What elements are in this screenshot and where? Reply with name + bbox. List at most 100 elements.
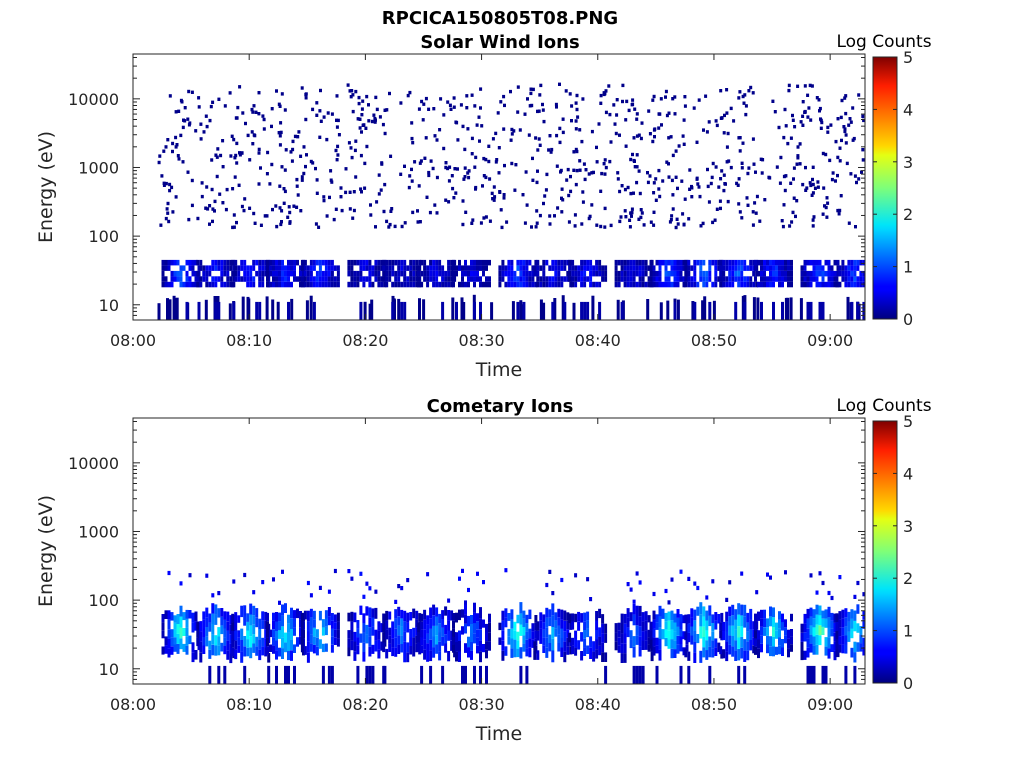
spectrogram-cell (667, 270, 671, 277)
spectrogram-cell (545, 647, 549, 658)
spectrogram-cell (182, 281, 186, 288)
spectrogram-cell (693, 631, 697, 642)
spectrogram-cell (800, 270, 804, 277)
spectrogram-cell (580, 613, 584, 623)
spectrogram-cell (553, 298, 557, 320)
spectrogram-cell (820, 120, 824, 125)
spectrogram-cell (592, 641, 596, 652)
spectrogram-cell (630, 214, 633, 218)
spectrogram-cell (516, 276, 520, 282)
spectrogram-cell (682, 631, 686, 640)
spectrogram-cell (804, 165, 807, 170)
spectrogram-cell (200, 181, 204, 185)
spectrogram-cell (423, 276, 427, 282)
spectrogram-cell (638, 259, 642, 266)
spectrogram-cell (266, 637, 269, 647)
spectrogram-cell (240, 276, 244, 282)
spectrogram-cell (423, 629, 427, 640)
spectrogram-cell (257, 112, 261, 116)
spectrogram-cell (682, 222, 686, 226)
spectrogram-cell (560, 638, 564, 648)
solar-wind-y-axis-label: Energy (eV) (35, 131, 57, 243)
spectrogram-cell (825, 215, 829, 219)
spectrogram-cell (657, 187, 661, 191)
spectrogram-cell (580, 276, 584, 282)
spectrogram-cell (360, 113, 364, 117)
spectrogram-cell (490, 191, 494, 196)
spectrogram-cell (754, 259, 757, 266)
spectrogram-cell (722, 265, 726, 271)
spectrogram-cell (371, 617, 375, 627)
spectrogram-cell (481, 184, 484, 188)
spectrogram-cell (667, 259, 671, 266)
spectrogram-cell (577, 265, 581, 271)
spectrogram-cell (369, 203, 372, 207)
spectrogram-cell (801, 114, 805, 118)
spectrogram-cell (175, 143, 179, 147)
spectrogram-cell (199, 652, 203, 663)
spectrogram-cell (330, 180, 334, 184)
spectrogram-cell (312, 301, 316, 320)
spectrogram-cell (818, 571, 822, 576)
spectrogram-cell (208, 640, 212, 650)
spectrogram-cell (223, 611, 227, 620)
spectrogram-cell (548, 643, 552, 652)
spectrogram-cell (830, 612, 834, 621)
spectrogram-cell (528, 276, 532, 282)
spectrogram-cell (350, 155, 354, 160)
spectrogram-cell (202, 611, 206, 620)
spectrogram-cell (417, 265, 421, 271)
spectrogram-cell (293, 644, 296, 653)
spectrogram-cell (221, 139, 225, 143)
spectrogram-cell (595, 611, 599, 621)
spectrogram-cell (263, 214, 267, 218)
spectrogram-cell (270, 107, 274, 111)
spectrogram-cell (309, 270, 313, 277)
spectrogram-cell (529, 91, 533, 96)
spectrogram-cell (675, 217, 679, 221)
spectrogram-cell (571, 646, 575, 655)
spectrogram-cell (327, 276, 331, 282)
spectrogram-cell (522, 618, 526, 627)
spectrogram-cell (536, 265, 540, 271)
spectrogram-cell (525, 259, 529, 266)
spectrogram-cell (835, 630, 839, 640)
spectrogram-cell (182, 628, 186, 636)
spectrogram-cell (714, 265, 718, 271)
spectrogram-cell (661, 608, 665, 619)
spectrogram-cell (159, 223, 163, 227)
spectrogram-cell (749, 281, 753, 288)
spectrogram-cell (406, 578, 410, 583)
spectrogram-cell (416, 209, 419, 213)
spectrogram-cell (728, 259, 732, 266)
spectrogram-cell (464, 281, 467, 288)
cometary-y-axis-label: Energy (eV) (35, 495, 57, 607)
spectrogram-cell (202, 265, 206, 271)
spectrogram-cell (778, 259, 781, 266)
spectrogram-cell (406, 612, 410, 623)
spectrogram-cell (306, 270, 310, 277)
spectrogram-cell (296, 276, 299, 282)
spectrogram-cell (266, 270, 269, 277)
spectrogram-cell (237, 276, 241, 282)
spectrogram-cell (584, 168, 588, 172)
spectrogram-cell (673, 265, 677, 271)
spectrogram-cell (406, 652, 410, 663)
spectrogram-cell (319, 88, 322, 93)
spectrogram-cell (659, 97, 663, 101)
spectrogram-cell (809, 259, 813, 266)
spectrogram-cell (409, 281, 413, 288)
spectrogram-cell (638, 270, 642, 277)
spectrogram-cell (792, 196, 796, 200)
spectrogram-cell (211, 207, 215, 211)
spectrogram-cell (571, 613, 575, 622)
spectrogram-cell (399, 101, 403, 105)
spectrogram-cell (835, 276, 839, 282)
spectrogram-cell (380, 162, 384, 166)
spectrogram-cell (403, 259, 407, 266)
spectrogram-cell (281, 604, 284, 616)
spectrogram-cell (664, 612, 668, 622)
spectrogram-cell (807, 106, 811, 110)
spectrogram-cell (557, 608, 561, 618)
spectrogram-cell (409, 270, 413, 277)
